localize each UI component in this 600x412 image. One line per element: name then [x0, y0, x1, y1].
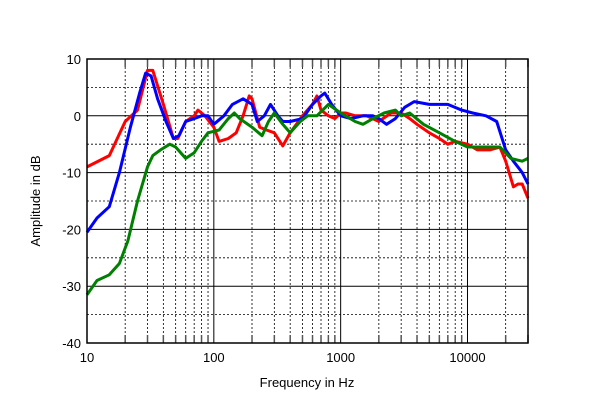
x-tick-label: 100 — [203, 350, 225, 365]
grid — [86, 58, 529, 344]
y-axis-label: Amplitude in dB — [28, 155, 43, 246]
series-blue — [85, 71, 530, 234]
series-green — [85, 102, 529, 296]
y-tick-label: -10 — [62, 166, 81, 181]
x-axis-label: Frequency in Hz — [260, 375, 355, 390]
y-tick-label: -30 — [62, 279, 81, 294]
y-tick-label: -20 — [62, 222, 81, 237]
y-tick-label: 0 — [74, 109, 81, 124]
x-tick-label: 10000 — [449, 350, 485, 365]
plot-frame — [86, 58, 529, 344]
x-tick-label: 10 — [80, 350, 94, 365]
y-tick-label: -40 — [62, 336, 81, 351]
x-tick-label: 1000 — [326, 350, 355, 365]
series-lines — [85, 68, 530, 296]
y-tick-label: 10 — [67, 52, 81, 67]
